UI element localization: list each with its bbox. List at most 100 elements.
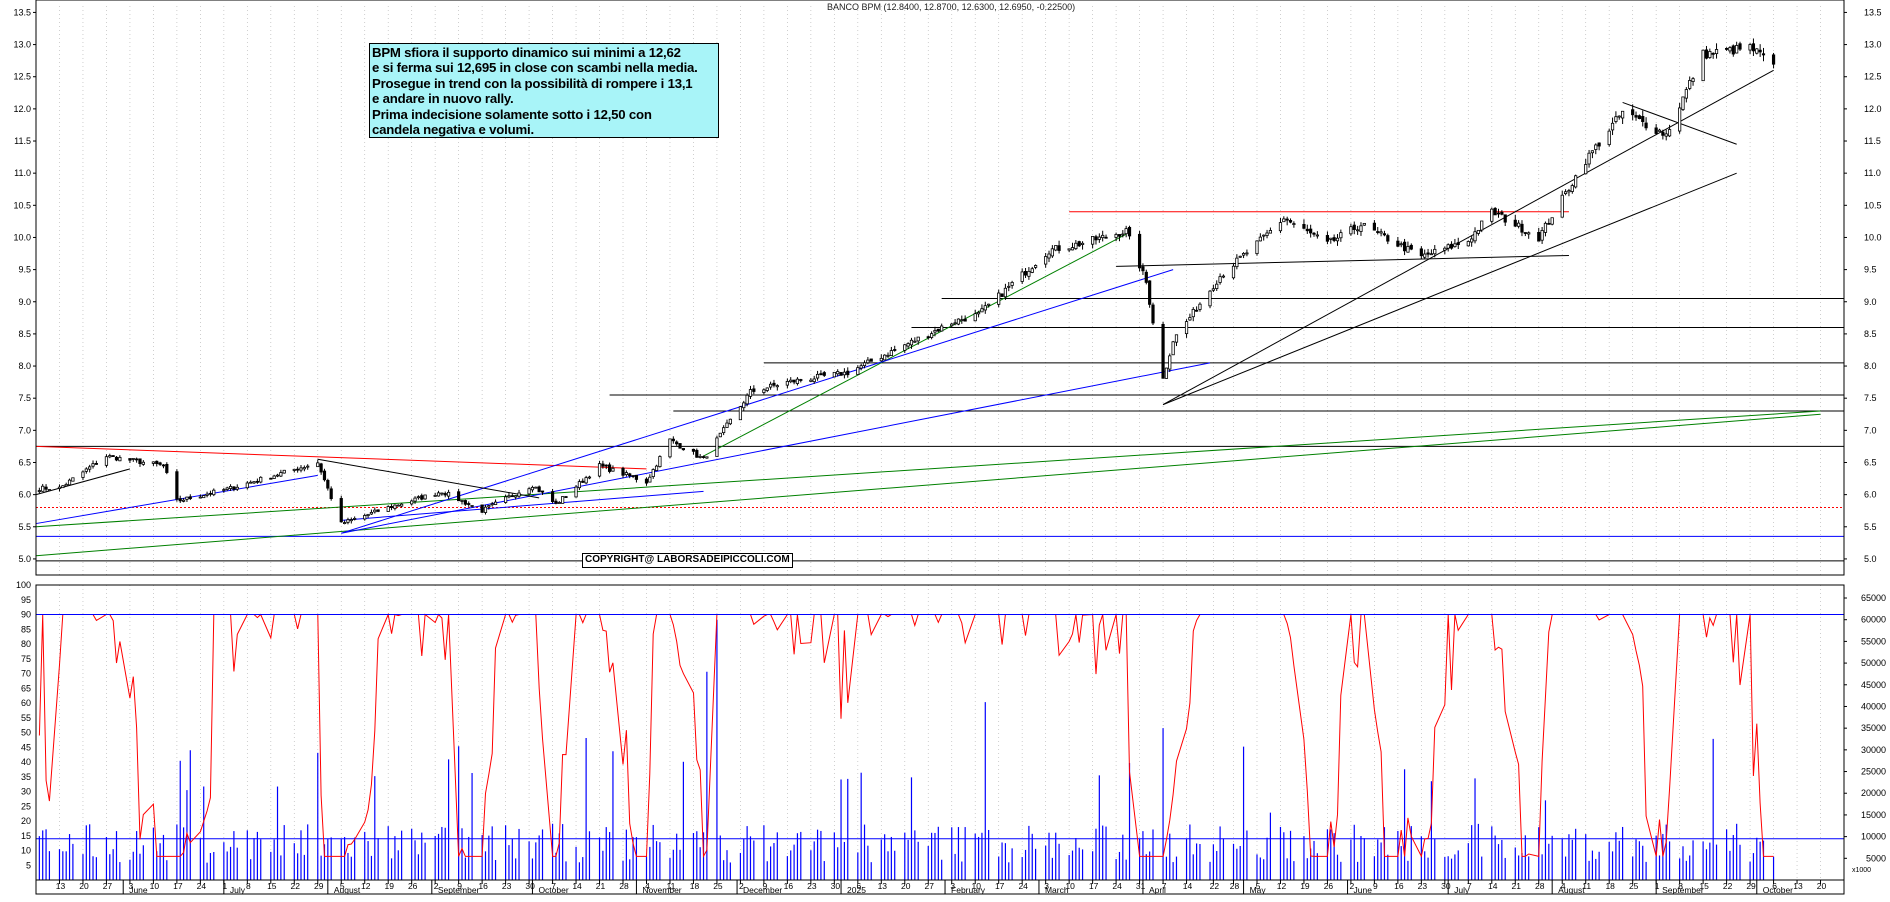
candle-body <box>846 370 850 376</box>
candle-body <box>1453 243 1457 248</box>
candle-body <box>1288 220 1293 223</box>
month-label: October <box>538 885 568 895</box>
candle-body <box>1356 229 1360 232</box>
trendline <box>341 490 704 521</box>
date-tick-label: 31 <box>1136 881 1146 891</box>
month-label: February <box>951 885 986 895</box>
candle-body <box>540 490 545 493</box>
date-tick-label: 14 <box>572 881 582 891</box>
candle-body <box>47 489 52 491</box>
volume-tick-label: 55000 <box>1861 636 1886 646</box>
candle-body <box>1003 287 1008 298</box>
candle-body <box>987 303 991 306</box>
candle-body <box>983 305 987 311</box>
date-tick-label: 27 <box>925 881 935 891</box>
candle-body <box>1751 43 1756 52</box>
candle-body <box>795 378 800 384</box>
candle-body <box>292 468 296 471</box>
candle-body <box>94 463 98 465</box>
candle-body <box>997 292 1001 305</box>
candle-body <box>1570 185 1574 192</box>
volume-tick-label: 5000 <box>1866 853 1886 863</box>
date-tick-label: 7 <box>1467 881 1472 891</box>
candle-body <box>457 491 461 502</box>
candle-body <box>1631 109 1635 116</box>
date-tick-label: 16 <box>784 881 794 891</box>
date-tick-label: 4 <box>1561 881 1566 891</box>
date-tick-label: 12 <box>361 881 371 891</box>
candle-body <box>1443 247 1447 251</box>
candle-body <box>299 467 303 471</box>
note-line: e andare in nuovo rally. <box>372 91 514 107</box>
candle-body <box>634 474 639 480</box>
candle-body <box>413 497 417 502</box>
date-tick-label: 3 <box>1044 881 1049 891</box>
oscillator-tick-label: 40 <box>21 757 31 767</box>
candle-body <box>416 496 420 499</box>
candle-body <box>1402 241 1407 252</box>
candle-body <box>889 350 893 356</box>
oscillator-tick-label: 5 <box>26 860 31 870</box>
candle-body <box>537 486 541 493</box>
candle-body <box>1637 115 1641 120</box>
date-tick-label: 14 <box>1183 881 1193 891</box>
volume-tick-label: 35000 <box>1861 723 1886 733</box>
candle-body <box>916 336 920 342</box>
candle-body <box>443 493 447 496</box>
date-tick-label: 17 <box>173 881 183 891</box>
candle-body <box>953 322 957 325</box>
candle-body <box>84 468 88 472</box>
candle-body <box>1755 48 1759 54</box>
trendline <box>1162 69 1774 406</box>
month-label: 2025 <box>847 885 866 895</box>
panel-frames <box>35 0 1845 895</box>
candle-body <box>1195 309 1199 312</box>
candle-body <box>601 463 605 467</box>
price-tick-label: 12.0 <box>1864 104 1882 114</box>
candle-body <box>1563 191 1568 195</box>
grid <box>59 6 1821 880</box>
candle-body <box>1208 290 1212 307</box>
month-label: April <box>1149 885 1166 895</box>
candle-body <box>671 438 675 442</box>
candle-body <box>1124 228 1128 235</box>
month-label: December <box>743 885 782 895</box>
note-line: e si ferma sui 12,695 in close con scamb… <box>372 60 698 76</box>
candle-body <box>604 464 608 467</box>
price-tick-label: 11.5 <box>1864 136 1881 146</box>
candle-body <box>705 456 709 459</box>
trendline <box>1162 172 1737 406</box>
date-tick-label: 28 <box>619 881 629 891</box>
candle-body <box>926 336 930 339</box>
candle-body <box>376 509 380 512</box>
candle-body <box>319 463 323 473</box>
price-tick-label: 7.0 <box>18 425 31 435</box>
candle-body <box>785 380 789 386</box>
oscillator-tick-label: 95 <box>21 595 31 605</box>
candle-body <box>1077 241 1081 247</box>
candle-body <box>1245 252 1249 255</box>
date-tick-label: 20 <box>1817 881 1827 891</box>
volume-tick-label: 45000 <box>1861 680 1886 690</box>
date-tick-label: 9 <box>763 881 768 891</box>
candle-body <box>1151 304 1155 324</box>
candle-body <box>1302 224 1306 229</box>
candle-body <box>1218 276 1222 283</box>
date-tick-label: 25 <box>1629 881 1639 891</box>
candle-body <box>1406 246 1410 253</box>
candle-body <box>1520 223 1524 233</box>
candle-body <box>950 323 954 327</box>
price-tick-label: 5.0 <box>18 554 31 564</box>
candle-body <box>1399 243 1403 246</box>
volume-tick-label: 40000 <box>1861 701 1886 711</box>
candle-body <box>859 365 863 369</box>
candle-body <box>346 519 350 523</box>
candle-body <box>198 496 202 499</box>
oscillator-tick-label: 20 <box>21 816 31 826</box>
candle-body <box>1141 266 1145 272</box>
candle-body <box>1490 208 1494 222</box>
candle-body <box>527 488 531 495</box>
candle-body <box>1376 231 1380 233</box>
candle-body <box>648 476 652 483</box>
price-tick-label: 12.5 <box>13 72 31 82</box>
